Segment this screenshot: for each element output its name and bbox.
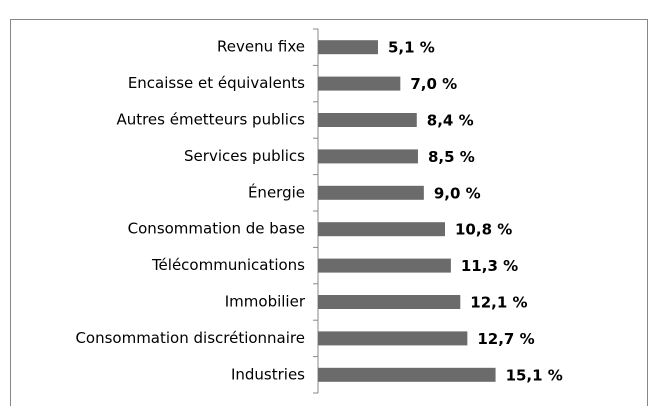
value-label: 9,0 % xyxy=(434,184,481,202)
bar xyxy=(318,258,451,273)
value-label: 11,3 % xyxy=(461,257,518,275)
bar xyxy=(318,113,417,127)
bar xyxy=(318,149,418,164)
bar xyxy=(318,331,468,346)
bar xyxy=(318,222,446,237)
value-label: 10,8 % xyxy=(455,221,512,239)
value-label: 5,1 % xyxy=(388,39,435,57)
bar xyxy=(318,295,461,309)
y-tick-label: Consommation de base xyxy=(128,220,305,238)
y-tick-label: Autres émetteurs publics xyxy=(116,111,305,129)
y-tick-label: Services publics xyxy=(184,147,305,165)
value-label: 8,4 % xyxy=(427,112,474,130)
y-tick-label: Immobilier xyxy=(225,293,306,311)
chart-frame xyxy=(10,19,648,406)
bar xyxy=(318,76,401,91)
y-tick-label: Consommation discrétionnaire xyxy=(75,329,305,347)
y-tick-label: Énergie xyxy=(248,182,305,201)
y-tick-label: Industries xyxy=(231,365,305,383)
bar xyxy=(318,367,496,382)
value-label: 15,1 % xyxy=(506,366,563,384)
bar xyxy=(318,40,378,55)
value-label: 12,7 % xyxy=(477,330,534,348)
value-label: 12,1 % xyxy=(470,294,527,312)
value-label: 7,0 % xyxy=(410,75,457,93)
value-label: 8,5 % xyxy=(428,148,475,166)
y-tick-label: Encaisse et équivalents xyxy=(128,74,305,92)
y-tick-label: Télécommunications xyxy=(151,256,305,274)
bar xyxy=(318,185,424,200)
y-tick-label: Revenu fixe xyxy=(217,38,305,56)
